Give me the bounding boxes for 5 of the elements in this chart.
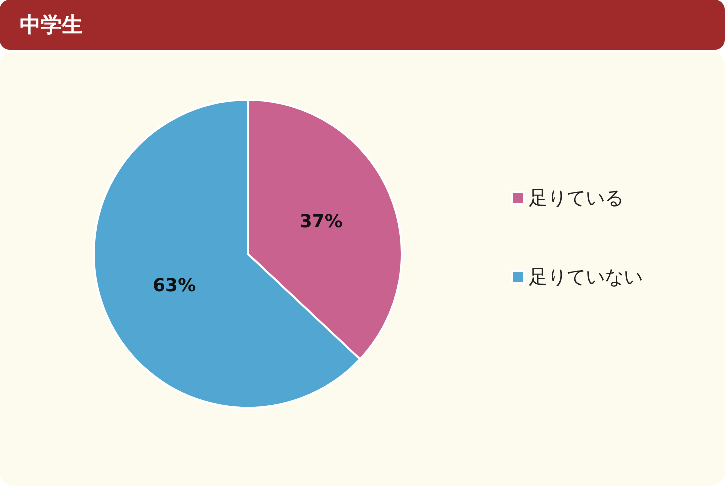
legend-label: 足りていない — [529, 266, 643, 288]
data-label: 63% — [153, 275, 196, 296]
legend-label: 足りている — [529, 188, 624, 210]
chart-title: 中学生 — [20, 12, 83, 39]
data-label: 37% — [300, 212, 343, 233]
